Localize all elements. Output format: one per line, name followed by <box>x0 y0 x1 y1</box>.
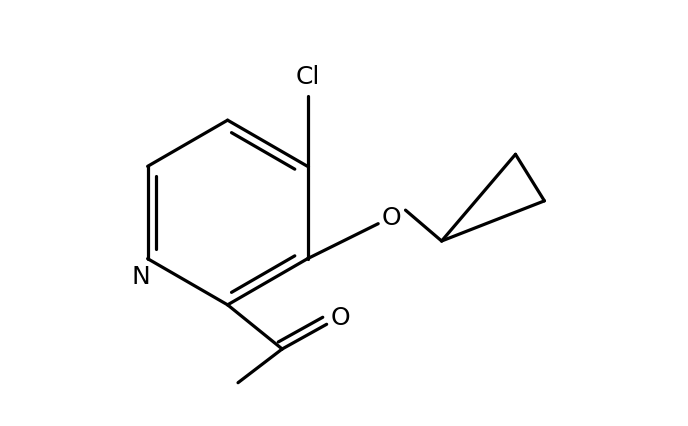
Text: O: O <box>330 305 350 329</box>
Text: N: N <box>132 265 151 289</box>
Text: Cl: Cl <box>295 64 320 89</box>
Text: O: O <box>382 205 402 229</box>
